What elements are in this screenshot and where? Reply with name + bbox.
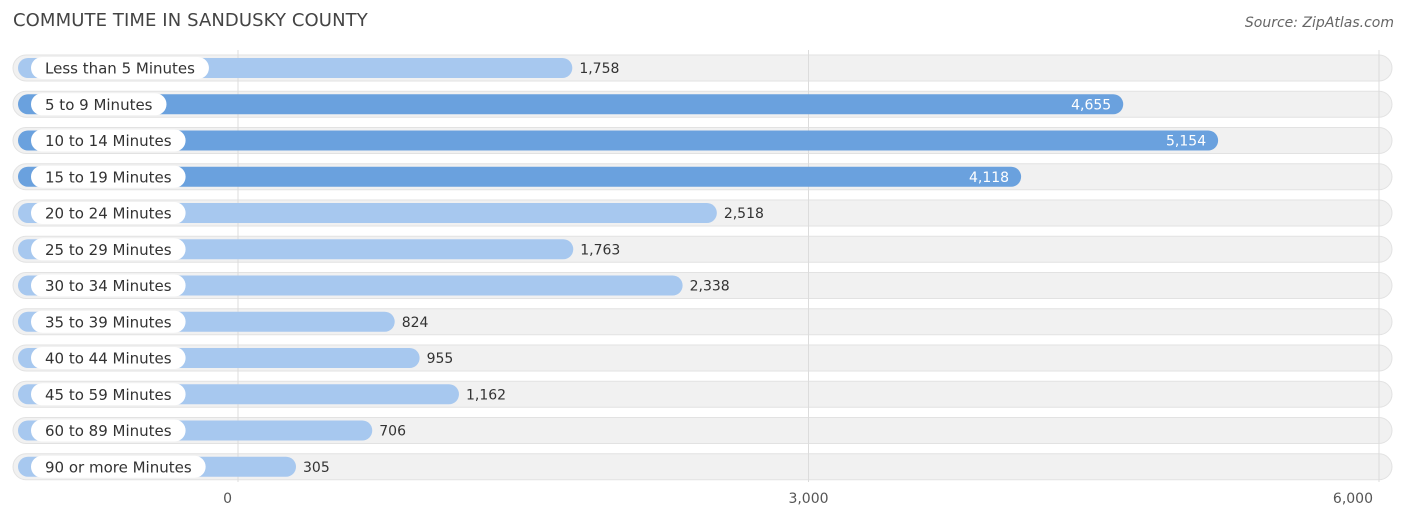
x-tick-label: 3,000 <box>788 491 828 507</box>
x-tick-label: 0 <box>223 491 232 507</box>
category-label-pill <box>31 274 186 297</box>
value-label: 2,338 <box>690 279 730 295</box>
category-label: 20 to 24 Minutes <box>45 205 172 223</box>
category-label: Less than 5 Minutes <box>45 60 195 78</box>
category-label: 25 to 29 Minutes <box>45 241 172 259</box>
category-label-pill <box>31 310 186 333</box>
category-label-pill <box>31 165 186 188</box>
bar <box>18 130 1219 151</box>
value-label: 4,118 <box>969 170 1009 186</box>
category-label: 5 to 9 Minutes <box>45 96 153 114</box>
category-label: 30 to 34 Minutes <box>45 277 172 295</box>
chart-source: Source: ZipAtlas.com <box>1244 15 1394 31</box>
bar <box>18 94 1124 115</box>
category-label: 35 to 39 Minutes <box>45 313 172 331</box>
value-label: 2,518 <box>724 206 764 222</box>
category-label-pill <box>31 129 186 152</box>
value-label: 1,162 <box>466 387 506 403</box>
category-label-pill <box>31 238 186 261</box>
category-label-pill <box>31 347 186 369</box>
category-label: 15 to 19 Minutes <box>45 168 172 186</box>
value-label: 5,154 <box>1166 134 1206 150</box>
bar-track <box>12 453 1393 481</box>
value-label: 1,758 <box>579 61 619 77</box>
category-label: 60 to 89 Minutes <box>45 422 172 440</box>
category-label-pill <box>31 93 167 116</box>
category-label: 90 or more Minutes <box>45 458 192 476</box>
category-label-pill <box>31 57 209 79</box>
value-label: 305 <box>303 460 330 476</box>
bar <box>18 203 717 223</box>
category-label-pill <box>31 455 206 478</box>
bar <box>18 166 1022 187</box>
value-label: 706 <box>379 424 406 440</box>
value-label: 955 <box>427 351 454 367</box>
value-label: 4,655 <box>1071 97 1111 113</box>
value-label: 1,763 <box>580 242 620 258</box>
value-label: 824 <box>402 315 429 331</box>
category-label: 40 to 44 Minutes <box>45 350 172 368</box>
category-label-pill <box>31 202 186 224</box>
chart-title: COMMUTE TIME IN SANDUSKY COUNTY <box>13 10 368 31</box>
category-label: 45 to 59 Minutes <box>45 386 172 404</box>
category-label-pill <box>31 383 186 406</box>
category-label: 10 to 14 Minutes <box>45 132 172 150</box>
x-tick-label: 6,000 <box>1333 491 1373 507</box>
category-label-pill <box>31 419 186 442</box>
